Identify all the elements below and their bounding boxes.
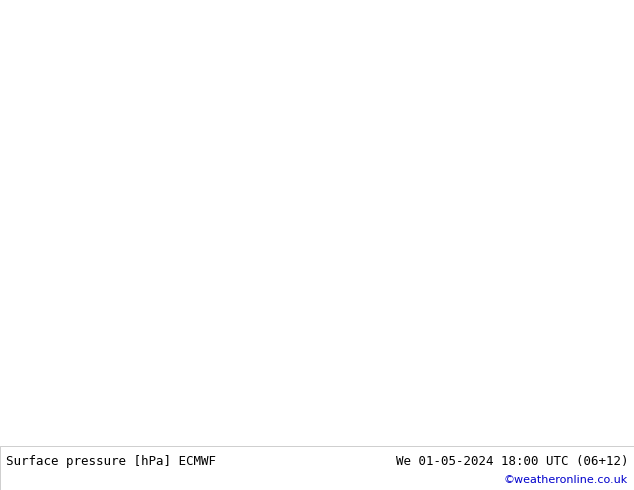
Text: ©weatheronline.co.uk: ©weatheronline.co.uk bbox=[504, 475, 628, 485]
Text: Surface pressure [hPa] ECMWF: Surface pressure [hPa] ECMWF bbox=[6, 455, 216, 468]
Text: We 01-05-2024 18:00 UTC (06+12): We 01-05-2024 18:00 UTC (06+12) bbox=[396, 455, 628, 468]
